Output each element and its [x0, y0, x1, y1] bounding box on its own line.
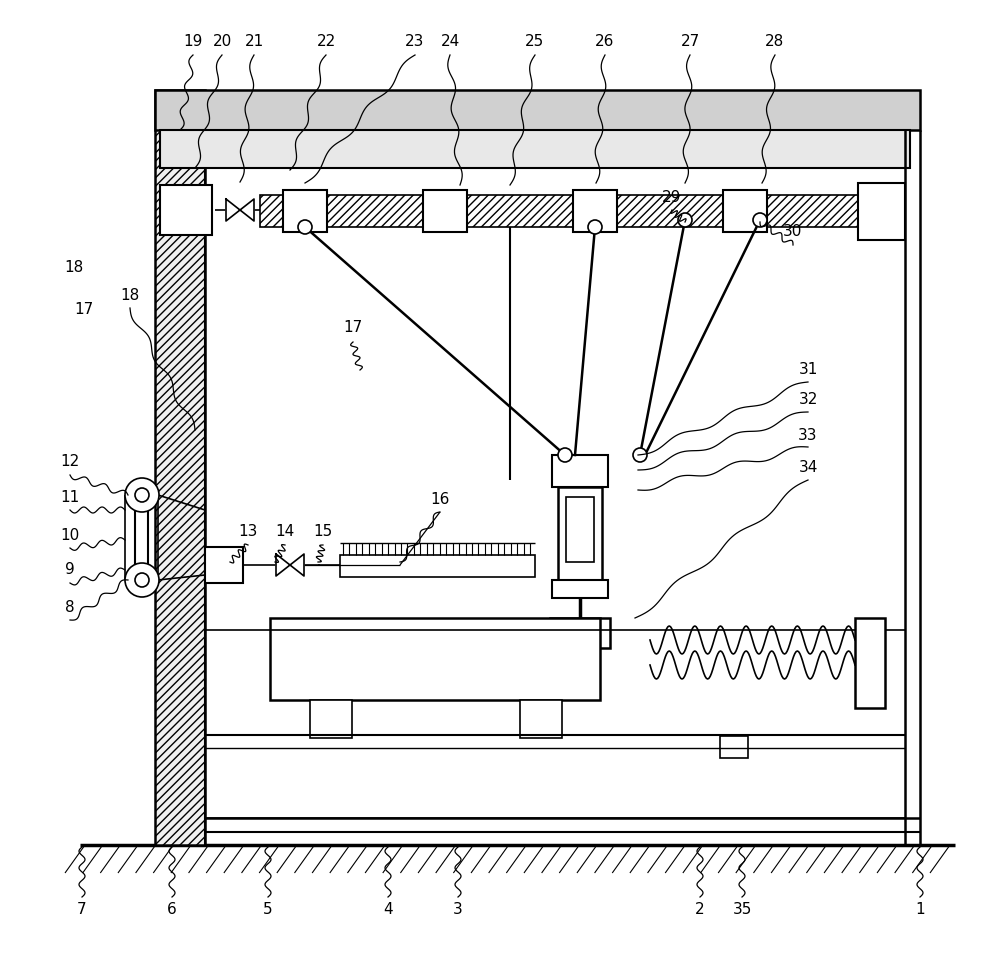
- Text: 12: 12: [60, 455, 80, 470]
- Bar: [160, 130, 910, 168]
- Text: 4: 4: [383, 902, 393, 918]
- Bar: [270, 618, 600, 700]
- Bar: [550, 618, 610, 648]
- Circle shape: [558, 448, 572, 462]
- Text: 20: 20: [212, 34, 232, 50]
- Text: 15: 15: [313, 524, 333, 540]
- Bar: [723, 190, 767, 232]
- Bar: [520, 700, 562, 738]
- Text: 31: 31: [798, 363, 818, 377]
- Text: 24: 24: [440, 34, 460, 50]
- Text: 11: 11: [60, 491, 80, 505]
- Bar: [260, 195, 905, 227]
- Bar: [558, 487, 602, 582]
- Circle shape: [588, 220, 602, 234]
- Text: 9: 9: [65, 563, 75, 577]
- Text: 25: 25: [525, 34, 545, 50]
- Bar: [205, 547, 243, 583]
- Text: 22: 22: [316, 34, 336, 50]
- Polygon shape: [226, 199, 254, 221]
- Text: 29: 29: [662, 190, 682, 206]
- Circle shape: [298, 220, 312, 234]
- Text: 23: 23: [405, 34, 425, 50]
- Bar: [552, 455, 608, 487]
- Circle shape: [125, 478, 159, 512]
- Text: 21: 21: [244, 34, 264, 50]
- Bar: [310, 700, 352, 738]
- Bar: [566, 497, 594, 562]
- Circle shape: [135, 573, 149, 587]
- Bar: [423, 190, 467, 232]
- Circle shape: [135, 488, 149, 502]
- Circle shape: [125, 563, 159, 597]
- Text: 28: 28: [765, 34, 785, 50]
- Text: 17: 17: [343, 321, 363, 336]
- Text: 30: 30: [783, 225, 803, 239]
- Text: 10: 10: [60, 527, 80, 543]
- Text: 8: 8: [65, 599, 75, 614]
- Text: 1: 1: [915, 902, 925, 918]
- Text: 26: 26: [595, 34, 615, 50]
- Bar: [858, 183, 905, 240]
- Bar: [720, 736, 748, 758]
- Bar: [155, 90, 920, 130]
- Text: 33: 33: [798, 428, 818, 442]
- Text: 5: 5: [263, 902, 273, 918]
- Circle shape: [753, 213, 767, 227]
- Bar: [855, 618, 885, 708]
- Circle shape: [633, 448, 647, 462]
- Bar: [573, 190, 617, 232]
- Text: 13: 13: [238, 524, 258, 540]
- Bar: [155, 90, 205, 845]
- Text: 14: 14: [275, 524, 295, 540]
- Bar: [552, 580, 608, 598]
- Bar: [340, 555, 535, 577]
- Text: 27: 27: [680, 34, 700, 50]
- Text: 32: 32: [798, 392, 818, 408]
- Circle shape: [678, 213, 692, 227]
- Text: 35: 35: [732, 902, 752, 918]
- Polygon shape: [276, 554, 304, 576]
- Text: 19: 19: [183, 34, 203, 50]
- Bar: [160, 185, 212, 235]
- Text: 18: 18: [120, 287, 140, 302]
- Text: 2: 2: [695, 902, 705, 918]
- Text: 6: 6: [167, 902, 177, 918]
- Text: 17: 17: [74, 302, 93, 318]
- Bar: [283, 190, 327, 232]
- Text: 7: 7: [77, 902, 87, 918]
- Text: 16: 16: [430, 493, 450, 507]
- Text: 18: 18: [64, 260, 84, 276]
- Text: 34: 34: [798, 460, 818, 476]
- Text: 3: 3: [453, 902, 463, 918]
